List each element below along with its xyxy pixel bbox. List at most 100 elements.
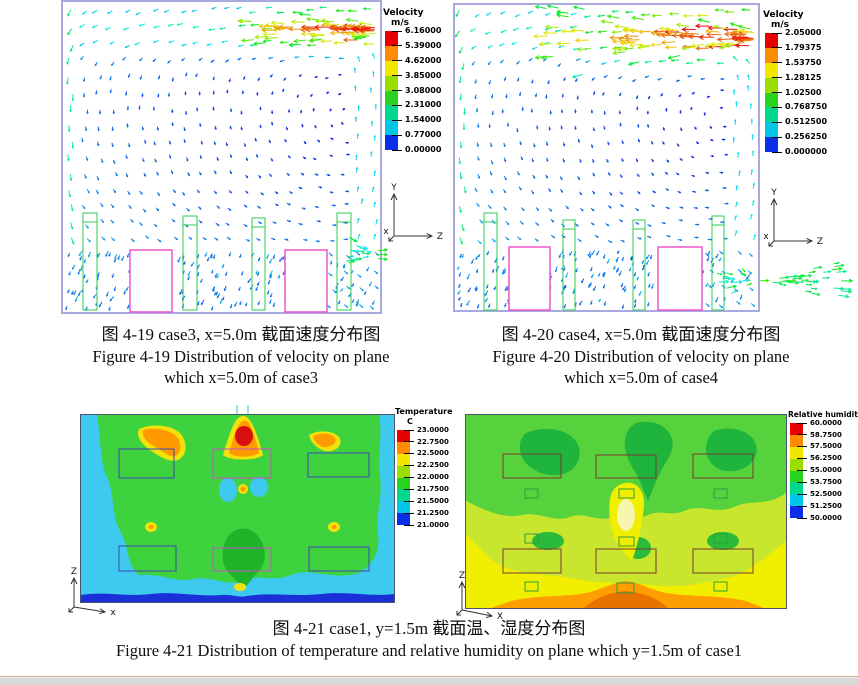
- axis-triad-case3: Y Zx: [383, 183, 443, 242]
- colorbar-tick: [392, 149, 402, 151]
- colorbar-tick-label: 0.512500: [785, 117, 828, 127]
- colorbar-tick-label: 0.768750: [785, 102, 828, 112]
- caption-chinese: 图 4-19 case3, x=5.0m 截面速度分布图: [101, 325, 381, 344]
- horizontal-scrollbar[interactable]: [0, 676, 858, 685]
- colorbar-tick-label: 21.7500: [417, 485, 449, 494]
- obstacle-block: [657, 246, 703, 311]
- colorbar-tick-label: 53.7500: [810, 478, 842, 487]
- colorbar-tick: [797, 446, 807, 448]
- axis-label: Y: [390, 183, 397, 193]
- colorbar-tick: [772, 106, 782, 108]
- colorbar-tick-label: 21.2500: [417, 508, 449, 517]
- colorbar-tick-label: 57.5000: [810, 442, 842, 451]
- axis-label: x: [110, 608, 116, 618]
- figure-4-19-caption: 图 4-19 case3, x=5.0m 截面速度分布图 Figure 4-19…: [45, 323, 437, 388]
- colorbar-title: Velocity: [383, 8, 424, 18]
- colorbar-tick: [797, 517, 807, 519]
- colorbar-tick: [404, 465, 414, 467]
- figure-4-21-caption: 图 4-21 case1, y=1.5m 截面温、湿度分布图 Figure 4-…: [0, 617, 858, 661]
- velocity-colorbar-case4: Velocity m/s 2.05000 1.79375 1.53750 1.2812…: [763, 10, 858, 162]
- colorbar-tick: [772, 47, 782, 49]
- colorbar-unit: m/s: [391, 18, 410, 28]
- caption-chinese: 图 4-20 case4, x=5.0m 截面速度分布图: [501, 325, 781, 344]
- colorbar-unit: m/s: [771, 20, 790, 30]
- caption-english-line1: Figure 4-20 Distribution of velocity on …: [492, 347, 790, 366]
- occupant-zone-rectangles: [118, 448, 370, 572]
- occupant-zone-rectangles: [502, 453, 754, 574]
- colorbar-tick: [797, 422, 807, 424]
- colorbar-tick-label: 58.7500: [810, 430, 842, 439]
- colorbar-tick: [797, 505, 807, 507]
- colorbar-tick-label: 51.2500: [810, 501, 842, 510]
- colorbar-tick-label: 55.0000: [810, 466, 842, 475]
- velocity-vector-field-case3: [65, 5, 389, 313]
- figure-4-21-temperature-contour: [80, 414, 395, 603]
- colorbar-tick-label: 1.79375: [785, 42, 822, 52]
- colorbar-tick: [772, 121, 782, 123]
- colorbar-tick-label: 21.0000: [417, 520, 449, 529]
- colorbar-tick: [404, 429, 414, 431]
- colorbar-tick-label: 23.0000: [417, 425, 449, 434]
- colorbar-tick: [392, 119, 402, 121]
- colorbar-tick: [404, 477, 414, 478]
- axis-label: Y: [770, 188, 777, 198]
- figure-4-20-caption: 图 4-20 case4, x=5.0m 截面速度分布图 Figure 4-20…: [445, 323, 837, 388]
- axis-label: Z: [817, 237, 823, 247]
- colorbar-tick: [392, 75, 402, 77]
- supply-inlet-mark: [236, 405, 238, 414]
- colorbar: [397, 430, 410, 525]
- axis-triad-humidity: ZX: [456, 571, 503, 622]
- colorbar: [385, 31, 398, 150]
- colorbar-tick-label: 22.7500: [417, 437, 449, 446]
- colorbar-tick: [772, 92, 782, 93]
- colorbar-tick-label: 0.00000: [405, 145, 442, 155]
- colorbar-tick-label: 4.62000: [405, 55, 442, 65]
- colorbar-tick-label: 1.54000: [405, 115, 442, 125]
- colorbar-tick: [404, 441, 414, 443]
- supply-inlet-mark: [247, 405, 249, 414]
- caption-english-line1: Figure 4-19 Distribution of velocity on …: [92, 347, 390, 366]
- colorbar-tick-label: 0.77000: [405, 130, 442, 140]
- colorbar-tick: [404, 488, 414, 490]
- colorbar-tick: [772, 32, 782, 34]
- caption-english-line2: which x=5.0m of case4: [563, 368, 719, 387]
- figure-4-20-vector-plot: [453, 3, 854, 312]
- colorbar-tick-label: 3.85000: [405, 70, 442, 80]
- colorbar-tick-label: 60.0000: [810, 418, 842, 427]
- temperature-hot-spot: [235, 426, 253, 446]
- temperature-colorbar: Temperature C 23.0000 22.7500 22.5000 22.25…: [395, 407, 453, 535]
- obstacle-block: [129, 249, 173, 313]
- floor-obstacles: [483, 212, 725, 311]
- colorbar-title: Temperature: [395, 407, 453, 416]
- colorbar-tick: [797, 481, 807, 483]
- humidity-colorbar: Relative humidity 60.0000 58.7500 57.5000 5…: [788, 410, 858, 528]
- colorbar-tick-label: 22.5000: [417, 449, 449, 458]
- colorbar-tick: [797, 493, 807, 495]
- colorbar-tick: [392, 90, 402, 91]
- axis-label: Z: [459, 571, 465, 581]
- obstacle-block: [508, 246, 551, 311]
- colorbar-tick: [392, 45, 402, 47]
- colorbar-tick: [392, 30, 402, 32]
- colorbar-tick-label: 0.256250: [785, 132, 828, 142]
- colorbar-tick: [772, 151, 782, 153]
- axis-label: Z: [437, 232, 443, 242]
- colorbar: [790, 423, 803, 518]
- axis-label: x: [763, 232, 769, 242]
- vector-arrows: [454, 4, 854, 310]
- colorbar-tick: [392, 60, 402, 62]
- velocity-vector-field-case4: [454, 4, 854, 311]
- colorbar-tick-label: 50.0000: [810, 513, 842, 522]
- colorbar-title: Velocity: [763, 10, 804, 20]
- colorbar-tick-label: 1.28125: [785, 72, 822, 82]
- colorbar-tick-label: 56.2500: [810, 454, 842, 463]
- colorbar-tick-label: 22.0000: [417, 473, 449, 482]
- colorbar-tick: [392, 134, 402, 136]
- temperature-contour-plot: [81, 415, 394, 602]
- axis-label: x: [383, 227, 389, 237]
- vent-rectangles: [524, 488, 728, 594]
- colorbar-title: Relative humidity: [788, 410, 858, 419]
- colorbar-tick-label: 22.2500: [417, 461, 449, 470]
- colorbar-tick-label: 2.05000: [785, 28, 822, 38]
